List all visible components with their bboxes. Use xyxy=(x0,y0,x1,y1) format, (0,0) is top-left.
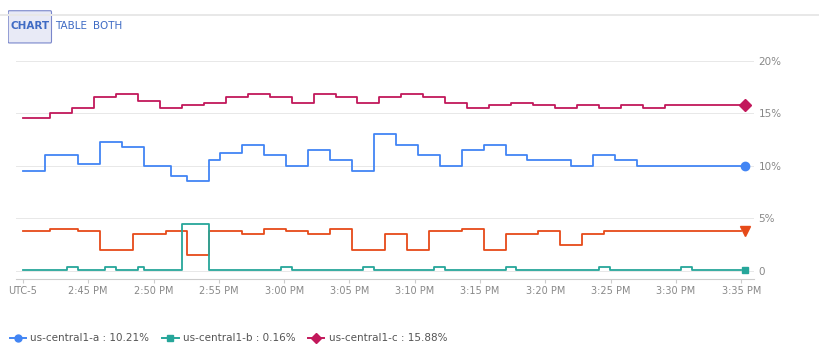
Text: TABLE: TABLE xyxy=(55,21,88,31)
Text: CHART: CHART xyxy=(11,21,49,31)
FancyBboxPatch shape xyxy=(8,11,52,43)
Text: BOTH: BOTH xyxy=(93,21,122,31)
